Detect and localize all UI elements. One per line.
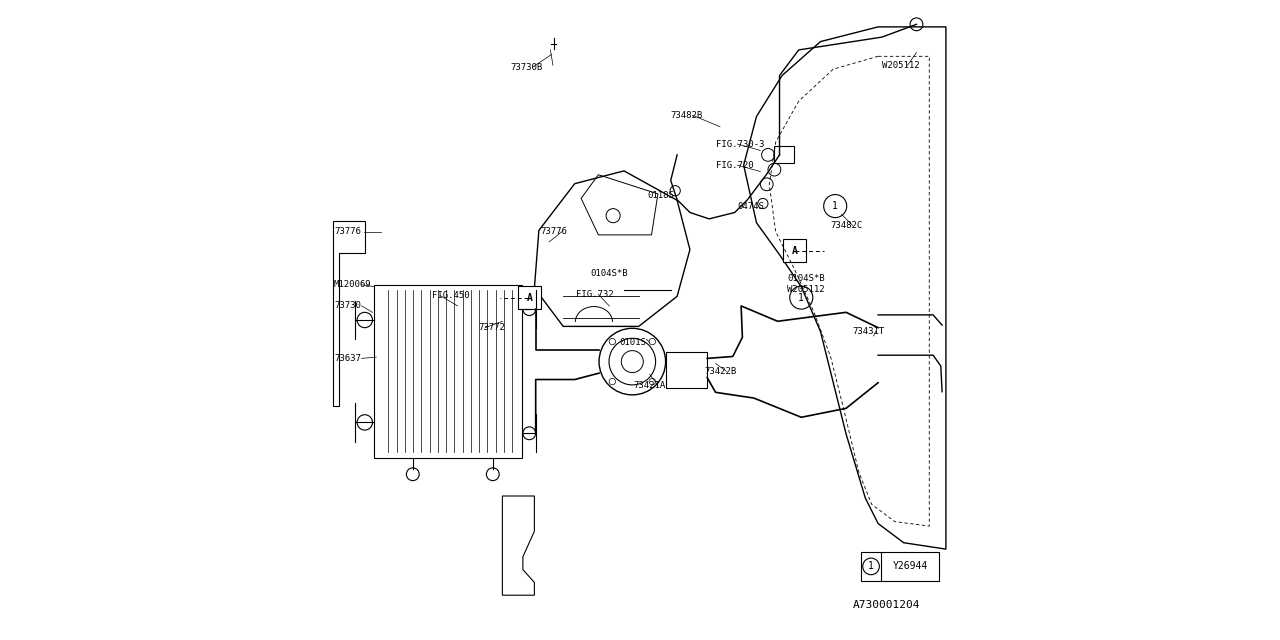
Text: FIG.730-3: FIG.730-3	[716, 140, 764, 148]
Text: FIG.720: FIG.720	[716, 161, 753, 170]
Circle shape	[649, 378, 655, 385]
Text: FIG.732: FIG.732	[576, 290, 613, 299]
Text: 1: 1	[832, 201, 838, 211]
Circle shape	[649, 339, 655, 345]
Text: 73421A: 73421A	[634, 381, 666, 390]
Text: A730001204: A730001204	[852, 600, 920, 610]
Text: 1: 1	[799, 292, 804, 303]
Text: 73482C: 73482C	[831, 221, 863, 230]
Text: 73637: 73637	[334, 354, 361, 363]
Text: 0118S: 0118S	[648, 191, 675, 200]
Text: 73431T: 73431T	[852, 327, 884, 336]
Text: Y26944: Y26944	[892, 561, 928, 572]
Text: FIG.450: FIG.450	[433, 291, 470, 300]
Text: 0101S: 0101S	[620, 338, 646, 347]
Text: W205112: W205112	[882, 61, 919, 70]
FancyBboxPatch shape	[518, 286, 541, 309]
Bar	[860, 552, 940, 581]
Text: 73772: 73772	[479, 323, 506, 332]
Circle shape	[609, 339, 616, 345]
Text: 73730: 73730	[334, 301, 361, 310]
Text: 0104S*B: 0104S*B	[590, 269, 627, 278]
Text: M120069: M120069	[334, 280, 371, 289]
FancyBboxPatch shape	[783, 239, 806, 262]
Text: 73776: 73776	[540, 227, 567, 236]
Text: 0104S*B: 0104S*B	[787, 274, 824, 283]
Text: 73776: 73776	[334, 227, 361, 236]
Text: 1: 1	[868, 561, 874, 572]
Text: A: A	[527, 292, 532, 303]
Text: 73422B: 73422B	[704, 367, 736, 376]
Text: W205112: W205112	[787, 285, 824, 294]
Text: A: A	[792, 246, 797, 256]
Text: 73482B: 73482B	[671, 111, 703, 120]
Text: 73730B: 73730B	[511, 63, 543, 72]
Text: 0474S: 0474S	[737, 202, 764, 211]
Circle shape	[609, 378, 616, 385]
